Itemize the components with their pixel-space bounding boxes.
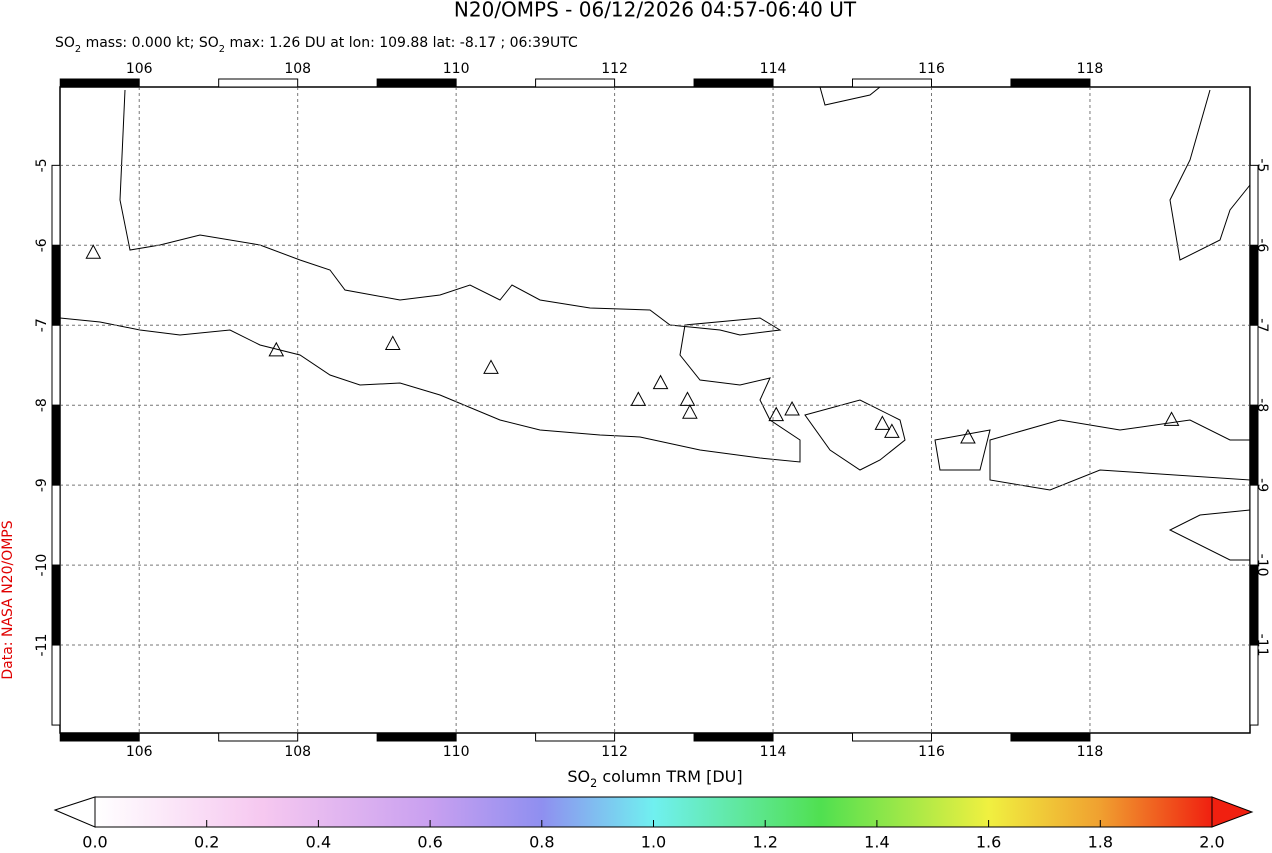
frame-segment — [376, 78, 457, 88]
colorbar-under — [53, 796, 96, 828]
frame-segment — [218, 732, 299, 742]
colorbar-tick-label: 0.4 — [306, 833, 331, 852]
x-tick-label: 118 — [1077, 744, 1104, 760]
y-tick-label: -5 — [1254, 158, 1270, 172]
y-tick-label: -11 — [1254, 634, 1270, 657]
text-part: max: 1.26 DU at lon: 109.88 lat: -8.17 ;… — [225, 35, 578, 51]
volcano — [679, 391, 696, 406]
x-tick-label: 106 — [126, 744, 153, 760]
colorbar-tick-label: 0.8 — [529, 833, 554, 852]
volcano — [1163, 411, 1180, 426]
volcano — [874, 415, 891, 430]
frame-segment — [1249, 404, 1259, 486]
volcano — [483, 359, 499, 374]
y-tick-label: -7 — [1254, 318, 1270, 332]
y-tick-label: -6 — [34, 238, 50, 252]
y-tick-label: -8 — [1254, 398, 1270, 412]
y-tick-label: -5 — [34, 158, 50, 172]
volcano — [960, 428, 976, 444]
text-part: 2 — [219, 44, 225, 55]
colorbar-label: SO2 column TRM [DU] — [567, 767, 742, 790]
volcano — [884, 423, 900, 438]
frame-segment — [218, 78, 299, 88]
frame-segment — [51, 404, 61, 486]
frame-segment — [1249, 324, 1259, 406]
x-tick-label: 108 — [284, 61, 311, 77]
x-tick-label: 110 — [443, 61, 470, 77]
frame-segment — [51, 164, 61, 246]
frame-segment — [51, 244, 61, 326]
text-part: 2 — [590, 777, 597, 790]
volcano — [768, 406, 785, 422]
volcano — [85, 244, 102, 259]
y-tick-label: -8 — [34, 398, 50, 412]
colorbar-tick-label: 1.8 — [1088, 833, 1113, 852]
credit: Data: NASA N20/OMPS — [0, 520, 16, 679]
volcano — [784, 400, 800, 416]
x-tick-label: 112 — [601, 744, 628, 760]
frame-segment — [852, 732, 933, 742]
volcano — [268, 341, 285, 357]
colorbar-tick-label: 2.0 — [1199, 833, 1224, 852]
volcano — [682, 404, 698, 419]
colorbar-over — [1211, 796, 1254, 828]
colorbar-tick-label: 1.6 — [976, 833, 1001, 852]
frame-segment — [51, 644, 61, 726]
x-tick-label: 114 — [760, 61, 787, 77]
frame-segment — [693, 732, 774, 742]
frame-segment — [1249, 244, 1259, 326]
frame-segment — [852, 78, 933, 88]
frame-segment — [1249, 164, 1259, 246]
frame-segment — [59, 732, 140, 742]
text-part: SO — [55, 35, 75, 51]
x-tick-label: 110 — [443, 744, 470, 760]
frame-segment — [51, 564, 61, 646]
frame-segment — [1249, 644, 1259, 726]
y-tick-label: -6 — [1254, 238, 1270, 252]
title: N20/OMPS - 06/12/2026 04:57-06:40 UT — [454, 0, 857, 22]
colorbar-tick-label: 0.6 — [417, 833, 442, 852]
x-tick-label: 108 — [284, 744, 311, 760]
y-tick-label: -9 — [34, 478, 50, 492]
text-part: 2 — [75, 44, 81, 55]
frame-segment — [51, 484, 61, 566]
y-tick-label: -10 — [34, 554, 50, 577]
x-tick-label: 112 — [601, 61, 628, 77]
y-tick-label: -10 — [1254, 554, 1270, 577]
text-part: SO — [567, 767, 590, 786]
colorbar-tick-label: 1.0 — [641, 833, 666, 852]
frame-segment — [535, 78, 616, 88]
frame-segment — [1010, 732, 1091, 742]
frame-segment — [376, 732, 457, 742]
volcano — [630, 391, 647, 406]
x-tick-label: 114 — [760, 744, 787, 760]
frame-segment — [51, 324, 61, 406]
colorbar-tick-label: 1.2 — [752, 833, 777, 852]
x-tick-label: 116 — [918, 744, 945, 760]
frame-segment — [535, 732, 616, 742]
y-tick-label: -11 — [34, 634, 50, 657]
frame-segment — [1010, 78, 1091, 88]
volcano — [652, 374, 669, 390]
text-part: column TRM [DU] — [597, 767, 742, 786]
y-tick-label: -9 — [1254, 478, 1270, 492]
frame-segment — [59, 78, 140, 88]
colorbar-tick-label: 0.0 — [82, 833, 107, 852]
x-tick-label: 116 — [918, 61, 945, 77]
y-tick-label: -7 — [34, 318, 50, 332]
x-tick-label: 118 — [1077, 61, 1104, 77]
frame-segment — [693, 78, 774, 88]
subtitle: SO2 mass: 0.000 kt; SO2 max: 1.26 DU at … — [55, 35, 578, 55]
colorbar-tick-label: 0.2 — [194, 833, 219, 852]
map-frame — [59, 86, 1251, 734]
volcano — [384, 335, 401, 350]
x-tick-label: 106 — [126, 61, 153, 77]
colorbar-tick-label: 1.4 — [864, 833, 889, 852]
text-part: mass: 0.000 kt; SO — [81, 35, 219, 51]
